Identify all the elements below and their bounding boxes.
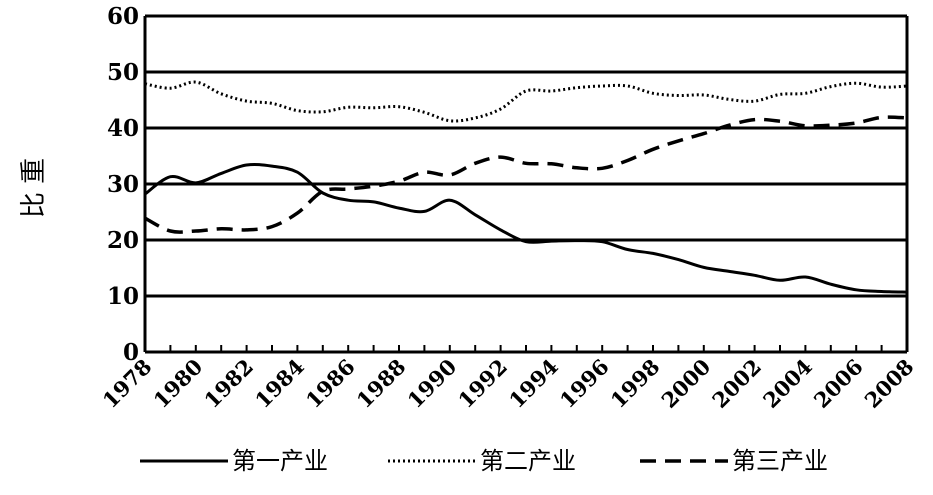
series-line-2 (144, 80, 908, 123)
x-tick-label: 2002 (707, 354, 766, 413)
x-tick-label: 2006 (809, 354, 868, 413)
y-tick-label: 0 (123, 339, 139, 366)
y-tick-label: 60 (107, 3, 139, 30)
x-tick-label: 2004 (758, 354, 817, 413)
x-tick-label: 1990 (402, 354, 461, 413)
series-line-3 (144, 115, 908, 234)
x-tick-label: 1988 (352, 354, 411, 413)
y-tick-label: 50 (107, 59, 139, 86)
x-tick-labels: 1978198019821984198619881990199219941996… (98, 354, 919, 413)
legend: 第一产业 第二产业 第三产业 (140, 447, 828, 475)
x-tick-label: 1986 (301, 354, 360, 413)
y-tick-labels: 0 10 20 30 40 50 60 (107, 3, 139, 366)
x-tick-label: 1982 (199, 354, 258, 413)
x-tick-label: 1984 (250, 354, 309, 413)
legend-label-3: 第三产业 (732, 447, 828, 475)
x-tick-label: 2008 (860, 354, 919, 413)
y-tick-label: 30 (107, 171, 139, 198)
y-tick-label: 40 (107, 115, 139, 142)
series-line-1 (144, 162, 908, 294)
x-tick-label: 2000 (656, 354, 715, 413)
y-tick-label: 20 (107, 227, 139, 254)
x-tick-label: 1996 (555, 354, 614, 413)
grid-lines (143, 14, 909, 354)
legend-label-1: 第一产业 (232, 447, 328, 475)
x-tick-label: 1980 (148, 354, 207, 413)
legend-label-2: 第二产业 (480, 447, 576, 475)
x-tick-label: 1998 (606, 354, 665, 413)
y-axis-label: 比 重 (19, 158, 49, 218)
x-tick-label: 1994 (504, 354, 563, 413)
x-tick-label: 1992 (453, 354, 512, 413)
series-lines (144, 80, 908, 294)
y-tick-label: 10 (107, 283, 139, 310)
